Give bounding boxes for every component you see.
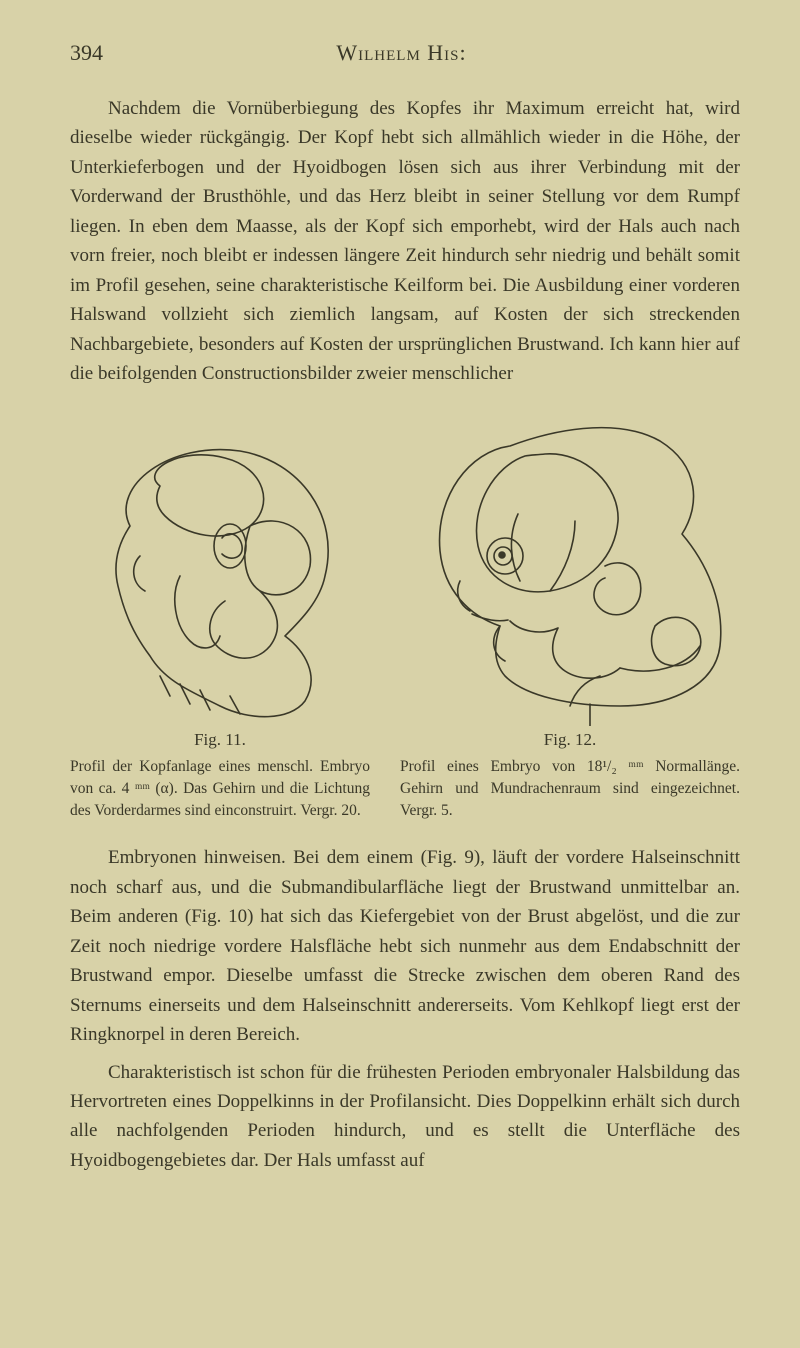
paragraph-2: Embryonen hinweisen. Bei dem einem (Fig.… <box>70 843 740 1049</box>
page-number: 394 <box>70 40 103 66</box>
paragraph-3: Charakteristisch ist schon für die frühe… <box>70 1058 740 1176</box>
figure-12-drawing <box>400 406 740 726</box>
figure-12-description: Profil eines Embryo von 18¹/₂ ᵐᵐ Normal­… <box>400 756 740 821</box>
paragraph-1: Nachdem die Vornüberbiegung des Kopfes i… <box>70 94 740 388</box>
figure-descriptions: Profil der Kopfanlage eines menschl. Emb… <box>70 756 740 821</box>
figure-11-drawing <box>70 426 370 726</box>
figure-11-description: Profil der Kopfanlage eines menschl. Emb… <box>70 756 370 821</box>
figure-12: Fig. 12. <box>400 406 740 750</box>
figure-11-label: Fig. 11. <box>194 730 246 750</box>
running-head: Wilhelm His: <box>103 40 700 66</box>
figure-11: Fig. 11. <box>70 426 370 750</box>
figure-12-label: Fig. 12. <box>544 730 596 750</box>
figures-row: Fig. 11. <box>70 406 740 750</box>
